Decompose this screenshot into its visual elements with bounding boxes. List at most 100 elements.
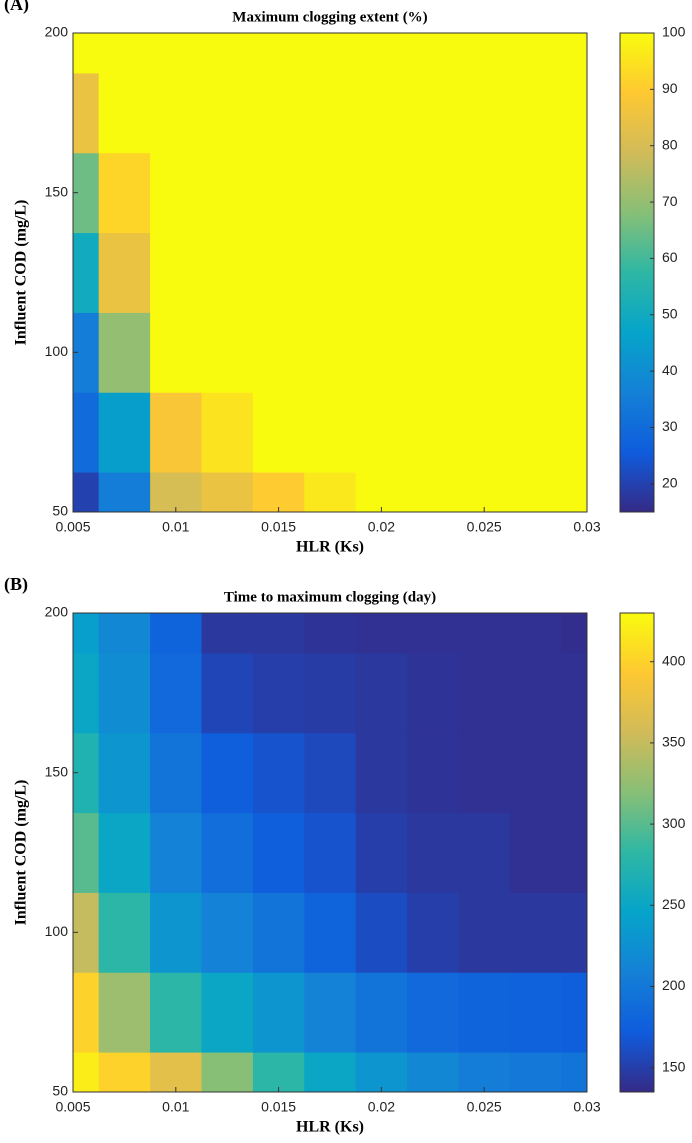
heatmap-cell [73, 72, 100, 154]
heatmap-cells [73, 33, 588, 513]
heatmap-cell [252, 613, 305, 654]
heatmap-cell [73, 1052, 100, 1093]
heatmap-cell [201, 312, 254, 393]
heatmap-cell [561, 472, 588, 513]
x-tick-label: 0.03 [573, 1099, 600, 1115]
heatmap-cell [509, 472, 562, 513]
heatmap-cell [98, 1052, 151, 1093]
heatmap-cell [355, 33, 408, 74]
x-tick-label: 0.01 [162, 519, 189, 535]
heatmap-cell [201, 732, 254, 814]
heatmap-cell [304, 152, 357, 234]
heatmap-cell [458, 312, 511, 393]
heatmap-cell [150, 812, 202, 893]
x-tick-label: 0.015 [261, 519, 296, 535]
colorbar-tick-label: 30 [662, 418, 678, 434]
colorbar-tick-label: 350 [662, 734, 686, 750]
heatmap-cell [407, 392, 459, 473]
heatmap-cell [561, 652, 588, 734]
heatmap-cell [407, 1052, 459, 1093]
heatmap-cell [509, 613, 562, 654]
heatmap-cell [150, 312, 202, 393]
heatmap-cell [458, 732, 511, 814]
heatmap-cell [355, 892, 408, 973]
colorbar-tick-label: 20 [662, 475, 678, 491]
heatmap-cell [509, 232, 562, 313]
x-tick-label: 0.005 [55, 1099, 90, 1115]
heatmap-cell [561, 972, 588, 1053]
heatmap-cell [509, 312, 562, 393]
colorbar-tick-label: 40 [662, 362, 678, 378]
heatmap-cell [509, 972, 562, 1053]
x-tick-label: 0.025 [467, 1099, 502, 1115]
heatmap-cell [458, 1052, 511, 1093]
heatmap-cell [150, 232, 202, 313]
heatmap-cell [150, 152, 202, 234]
heatmap-cell [252, 152, 305, 234]
heatmap-cell [355, 152, 408, 234]
heatmap-cell [561, 732, 588, 814]
heatmap-cell [98, 892, 151, 973]
panel-label: (A) [4, 0, 29, 15]
heatmap-cell [150, 33, 202, 74]
y-tick-label: 50 [52, 503, 68, 519]
heatmap-cell [407, 972, 459, 1053]
heatmap-cell [407, 652, 459, 734]
heatmap-cell [150, 972, 202, 1053]
heatmap-cell [458, 972, 511, 1053]
x-axis-label: HLR (Ks) [296, 539, 364, 556]
colorbar-tick-label: 80 [662, 136, 678, 152]
heatmap-cell [73, 232, 100, 313]
x-tick-label: 0.02 [368, 1099, 395, 1115]
panel-label: (B) [4, 574, 28, 595]
colorbar-tick-label: 400 [662, 652, 686, 668]
heatmap-cell [201, 152, 254, 234]
heatmap-cell [561, 312, 588, 393]
heatmap-cell [509, 812, 562, 893]
y-tick-label: 50 [52, 1083, 68, 1099]
heatmap-cell [458, 33, 511, 74]
heatmap-cell [150, 892, 202, 973]
heatmap-cell [98, 652, 151, 734]
heatmap-cell [98, 33, 151, 74]
heatmap-cell [98, 972, 151, 1053]
heatmap-cell [561, 613, 588, 654]
heatmap-cell [201, 892, 254, 973]
y-tick-label: 100 [45, 343, 69, 359]
heatmap-cell [252, 732, 305, 814]
y-tick-label: 200 [45, 604, 69, 620]
heatmap-cell [98, 392, 151, 473]
heatmap-cell [355, 232, 408, 313]
heatmap-cell [150, 392, 202, 473]
heatmap-cell [509, 392, 562, 473]
heatmap-cell [509, 892, 562, 973]
heatmap-cell [201, 232, 254, 313]
heatmap-cell [98, 812, 151, 893]
heatmap-cell [98, 732, 151, 814]
heatmap-cell [304, 812, 357, 893]
heatmap-cell [458, 72, 511, 154]
heatmap-cell [304, 472, 357, 513]
heatmap-cell [98, 152, 151, 234]
heatmap-cell [458, 613, 511, 654]
heatmap-cell [73, 472, 100, 513]
heatmap-cell [304, 972, 357, 1053]
heatmap-cell [458, 472, 511, 513]
heatmap-cell [355, 812, 408, 893]
colorbar-tick-label: 90 [662, 80, 678, 96]
heatmap-cell [252, 812, 305, 893]
heatmap-cell [252, 472, 305, 513]
heatmap-cell [73, 33, 100, 74]
heatmap-cell [252, 1052, 305, 1093]
heatmap-cell [98, 232, 151, 313]
heatmap-cell [458, 392, 511, 473]
colorbar-tick-label: 100 [662, 24, 686, 40]
heatmap-cell [561, 232, 588, 313]
heatmap-cell [304, 312, 357, 393]
heatmap-cell [407, 232, 459, 313]
heatmap-cell [561, 812, 588, 893]
heatmap-cell [561, 33, 588, 74]
heatmap-cell [561, 152, 588, 234]
y-tick-label: 200 [45, 24, 69, 40]
